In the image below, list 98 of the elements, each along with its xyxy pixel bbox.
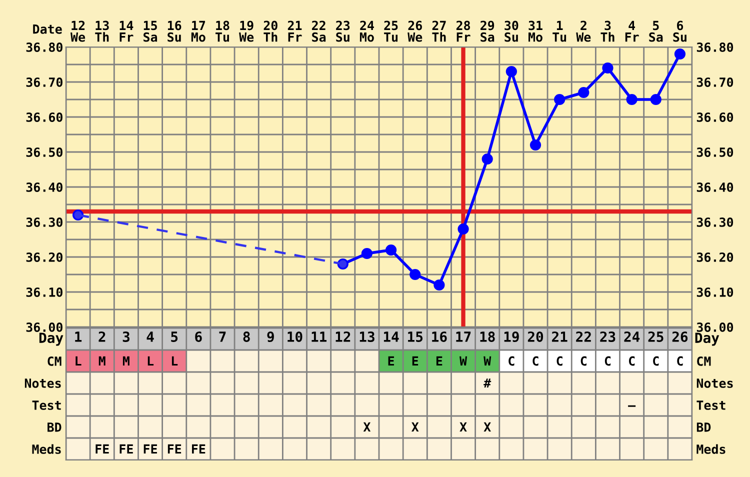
x-axis-title: Day (39, 332, 64, 346)
x-tick-label: 12 We (70, 20, 86, 42)
x-tick-label: 19 (504, 332, 519, 342)
y-tick-label: 36.30 (26, 217, 62, 227)
x-tick-label: 16 Su (168, 20, 182, 42)
text: C (653, 356, 659, 366)
x-tick-label: 19 We (239, 20, 254, 42)
x-tick-label: 26 (672, 331, 688, 342)
x-tick-label: 15 Sa (144, 20, 158, 42)
x-tick-label: 12 (336, 331, 350, 342)
x-tick-label: 2 (98, 331, 106, 342)
y-tick-label: 36.70 (26, 77, 62, 87)
text: L (172, 356, 178, 366)
x-tick-label: 14 Fr (120, 20, 134, 42)
x-tick-label: 25 Tu (384, 20, 398, 42)
text: C (580, 356, 586, 366)
x-tick-label: 26 We (408, 20, 422, 42)
x-tick-label: 17 Mo (191, 20, 206, 42)
x-tick-label: 3 (122, 331, 130, 342)
x-tick-label: 6 (195, 331, 202, 342)
text: FE (120, 444, 133, 454)
text: Day (695, 332, 720, 346)
x-tick-label: 20 Th (264, 20, 278, 42)
x-tick-label: 20 (528, 331, 544, 342)
text: E (412, 356, 418, 366)
y-tick-label: 36.80 (26, 42, 62, 52)
text: E (436, 356, 442, 366)
text: # (484, 378, 492, 388)
x-tick-label: 4 Fr (625, 20, 639, 42)
text: M (122, 356, 130, 366)
y-tick-label: 36.40 (26, 182, 62, 192)
text: FE (192, 444, 206, 454)
text: FE (168, 444, 182, 454)
x-tick-label: 4 (146, 332, 154, 342)
x-axis-title: Date (33, 24, 62, 34)
x-tick-label: 29 Sa (480, 20, 494, 42)
x-tick-label: 24 (624, 331, 640, 342)
text: W (460, 356, 468, 366)
y-tick-label: CM (697, 356, 711, 366)
x-tick-label: 22 (576, 331, 591, 342)
x-tick-label: 21 (552, 331, 568, 342)
x-tick-label: 6 Su (673, 20, 686, 42)
text: C (556, 356, 562, 366)
text: C (532, 356, 538, 366)
text: X (460, 422, 467, 432)
text: FE (96, 444, 109, 454)
text: M (98, 356, 106, 366)
x-tick-label: 22 Sa (312, 20, 326, 42)
x-tick-label: 24 Mo (360, 20, 374, 42)
y-tick-label: 36.20 (26, 252, 62, 262)
x-tick-label: 18 Tu (216, 20, 230, 42)
y-tick-label: 36.10 (26, 287, 62, 297)
x-tick-label: 14 (384, 332, 399, 342)
x-tick-label: 28 Fr (456, 20, 470, 42)
x-tick-label: 16 (432, 331, 447, 342)
text: C (508, 356, 514, 366)
x-tick-label: 5 Sa (649, 20, 663, 42)
x-tick-label: 23 Su (336, 20, 350, 42)
text: FE (144, 444, 157, 454)
x-tick-label: 15 (408, 332, 423, 342)
y-tick-label: Meds (696, 444, 726, 454)
x-tick-label: 3 Th (600, 20, 614, 42)
text: C (677, 356, 683, 366)
text: X (412, 422, 419, 432)
y-tick-label: 36.50 (26, 147, 62, 157)
x-tick-label: 1 (75, 332, 82, 342)
y-tick-label: 36.60 (26, 112, 62, 122)
x-tick-label: 25 (648, 331, 664, 342)
x-tick-label: 7 (219, 332, 226, 342)
text: L (76, 356, 82, 366)
x-tick-label: 9 (267, 332, 274, 342)
x-tick-label: 23 (600, 331, 616, 342)
x-tick-label: 27 Th (432, 20, 446, 42)
text: C (628, 356, 635, 366)
y-tick-label: Notes (696, 378, 733, 388)
text: C (604, 356, 611, 366)
x-tick-label: 5 (171, 332, 178, 342)
x-tick-label: 11 (312, 332, 327, 342)
x-tick-label: 13 (360, 331, 374, 342)
x-tick-label: 18 (480, 331, 495, 342)
x-tick-label: 30 Su (504, 20, 518, 42)
x-tick-label: 2 We (576, 20, 591, 42)
x-tick-label: 13 Th (95, 20, 109, 42)
x-tick-label: 8 (243, 331, 250, 342)
x-tick-label: 21 Fr (288, 20, 302, 42)
text: E (388, 356, 394, 366)
y-tick-label: 36.00 (26, 322, 62, 332)
y-tick-label: BD (696, 422, 711, 432)
text: – (628, 405, 636, 407)
y-tick-label: Test (696, 400, 726, 410)
x-tick-label: 10 (288, 331, 302, 342)
x-tick-label: 31 Mo (528, 20, 542, 42)
text: X (484, 422, 491, 432)
text: L (148, 356, 154, 366)
text: X (363, 422, 371, 432)
x-tick-label: 17 (456, 332, 471, 342)
x-tick-label: 1 Tu (552, 20, 566, 42)
text: W (484, 356, 492, 366)
